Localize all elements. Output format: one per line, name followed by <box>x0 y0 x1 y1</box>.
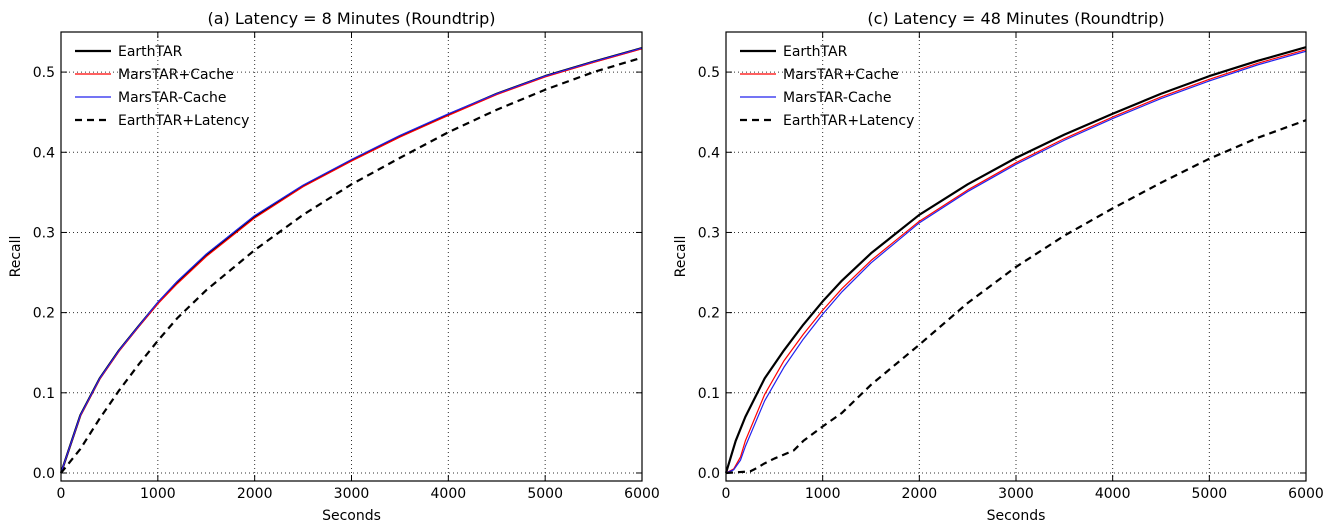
series-line-marstar-cache <box>725 50 1307 474</box>
x-tick-label: 5000 <box>1192 486 1228 502</box>
x-tick-label: 6000 <box>1288 486 1324 502</box>
y-tick-label: 0.4 <box>698 145 720 161</box>
y-tick-label: 0.5 <box>33 65 55 81</box>
x-tick-label: 4000 <box>431 486 467 502</box>
chart-title: (c) Latency = 48 Minutes (Roundtrip) <box>867 9 1164 28</box>
legend-label: EarthTAR+Latency <box>783 113 914 129</box>
chart-panel-0: 0 1000 2000 3000 4000 5000 6000 0.0 0.1 0.2 0.3 0.4… <box>8 9 660 523</box>
x-tick-label: 0 <box>57 486 66 502</box>
y-tick-label: 0.1 <box>33 386 55 402</box>
x-tick-label: 6000 <box>624 486 660 502</box>
series-line-marstar-cache <box>60 47 643 474</box>
x-tick-label: 0 <box>722 486 731 502</box>
legend-label: MarsTAR+Cache <box>783 67 899 83</box>
legend-label: MarsTAR-Cache <box>118 90 227 106</box>
legend-label: EarthTAR <box>783 44 848 60</box>
y-tick-label: 0.3 <box>33 225 55 241</box>
legend-label: MarsTAR-Cache <box>783 90 892 106</box>
x-tick-label: 2000 <box>237 486 273 502</box>
legend-label: EarthTAR <box>118 44 183 60</box>
x-tick-label: 4000 <box>1095 486 1131 502</box>
x-tick-label: 3000 <box>998 486 1034 502</box>
x-tick-label: 5000 <box>527 486 563 502</box>
series-line-earthtar-latency <box>60 56 643 474</box>
series-line-marstar-cache <box>725 49 1307 474</box>
chart-panel-1: 0 1000 2000 3000 4000 5000 6000 0.0 0.1 0.2 0.3 0.4… <box>673 9 1324 523</box>
chart-title: (a) Latency = 8 Minutes (Roundtrip) <box>207 9 495 28</box>
y-tick-label: 0.2 <box>698 306 720 322</box>
y-axis-label: Recall <box>8 236 24 278</box>
series-line-earthtar-latency <box>725 119 1307 475</box>
x-tick-label: 1000 <box>805 486 841 502</box>
legend-label: MarsTAR+Cache <box>118 67 234 83</box>
legend: EarthTAR MarsTAR+Cache MarsTAR-Cache EarthT… <box>75 44 249 129</box>
y-tick-label: 0.1 <box>698 386 720 402</box>
x-axis-label: Seconds <box>987 508 1046 523</box>
y-axis-label: Recall <box>673 236 689 278</box>
legend: EarthTAR MarsTAR+Cache MarsTAR-Cache EarthT… <box>740 44 914 129</box>
y-tick-label: 0.2 <box>33 306 55 322</box>
x-tick-label: 2000 <box>902 486 938 502</box>
y-tick-label: 0.0 <box>33 466 55 482</box>
y-tick-label: 0.4 <box>33 145 55 161</box>
y-tick-label: 0.5 <box>698 65 720 81</box>
y-tick-label: 0.0 <box>698 466 720 482</box>
x-tick-label: 1000 <box>140 486 176 502</box>
series-line-earthtar <box>724 46 1307 474</box>
x-axis-label: Seconds <box>322 508 381 523</box>
x-tick-label: 3000 <box>334 486 370 502</box>
y-tick-label: 0.3 <box>698 225 720 241</box>
legend-label: EarthTAR+Latency <box>118 113 249 129</box>
